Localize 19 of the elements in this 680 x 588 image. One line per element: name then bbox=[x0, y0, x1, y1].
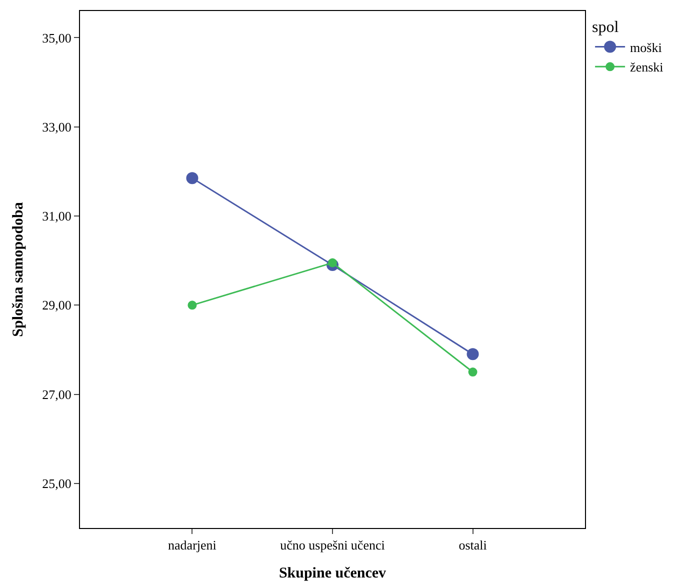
legend-label: moški bbox=[630, 40, 662, 55]
y-tick-label: 35,00 bbox=[42, 30, 72, 46]
x-tick-label: učno uspešni učenci bbox=[280, 538, 386, 553]
y-tick-label: 33,00 bbox=[42, 119, 72, 134]
point bbox=[186, 172, 198, 184]
point bbox=[468, 368, 478, 377]
y-tick-label: 31,00 bbox=[42, 208, 72, 224]
x-axis-title: Skupine učencev bbox=[278, 566, 387, 582]
x-tick-label: ostali bbox=[458, 538, 488, 553]
y-tick-label: 29,00 bbox=[42, 298, 72, 313]
y-axis-title: Splošna samopodoba bbox=[10, 202, 26, 337]
point bbox=[188, 300, 197, 310]
legend-title: spol bbox=[592, 18, 620, 36]
x-tick-label: nadarjeni bbox=[168, 538, 217, 553]
y-tick-label: 25,00 bbox=[42, 476, 72, 491]
y-tick-label: 27,00 bbox=[42, 386, 72, 402]
point bbox=[328, 258, 337, 268]
point bbox=[466, 348, 479, 360]
legend-label: ženski bbox=[630, 60, 664, 75]
